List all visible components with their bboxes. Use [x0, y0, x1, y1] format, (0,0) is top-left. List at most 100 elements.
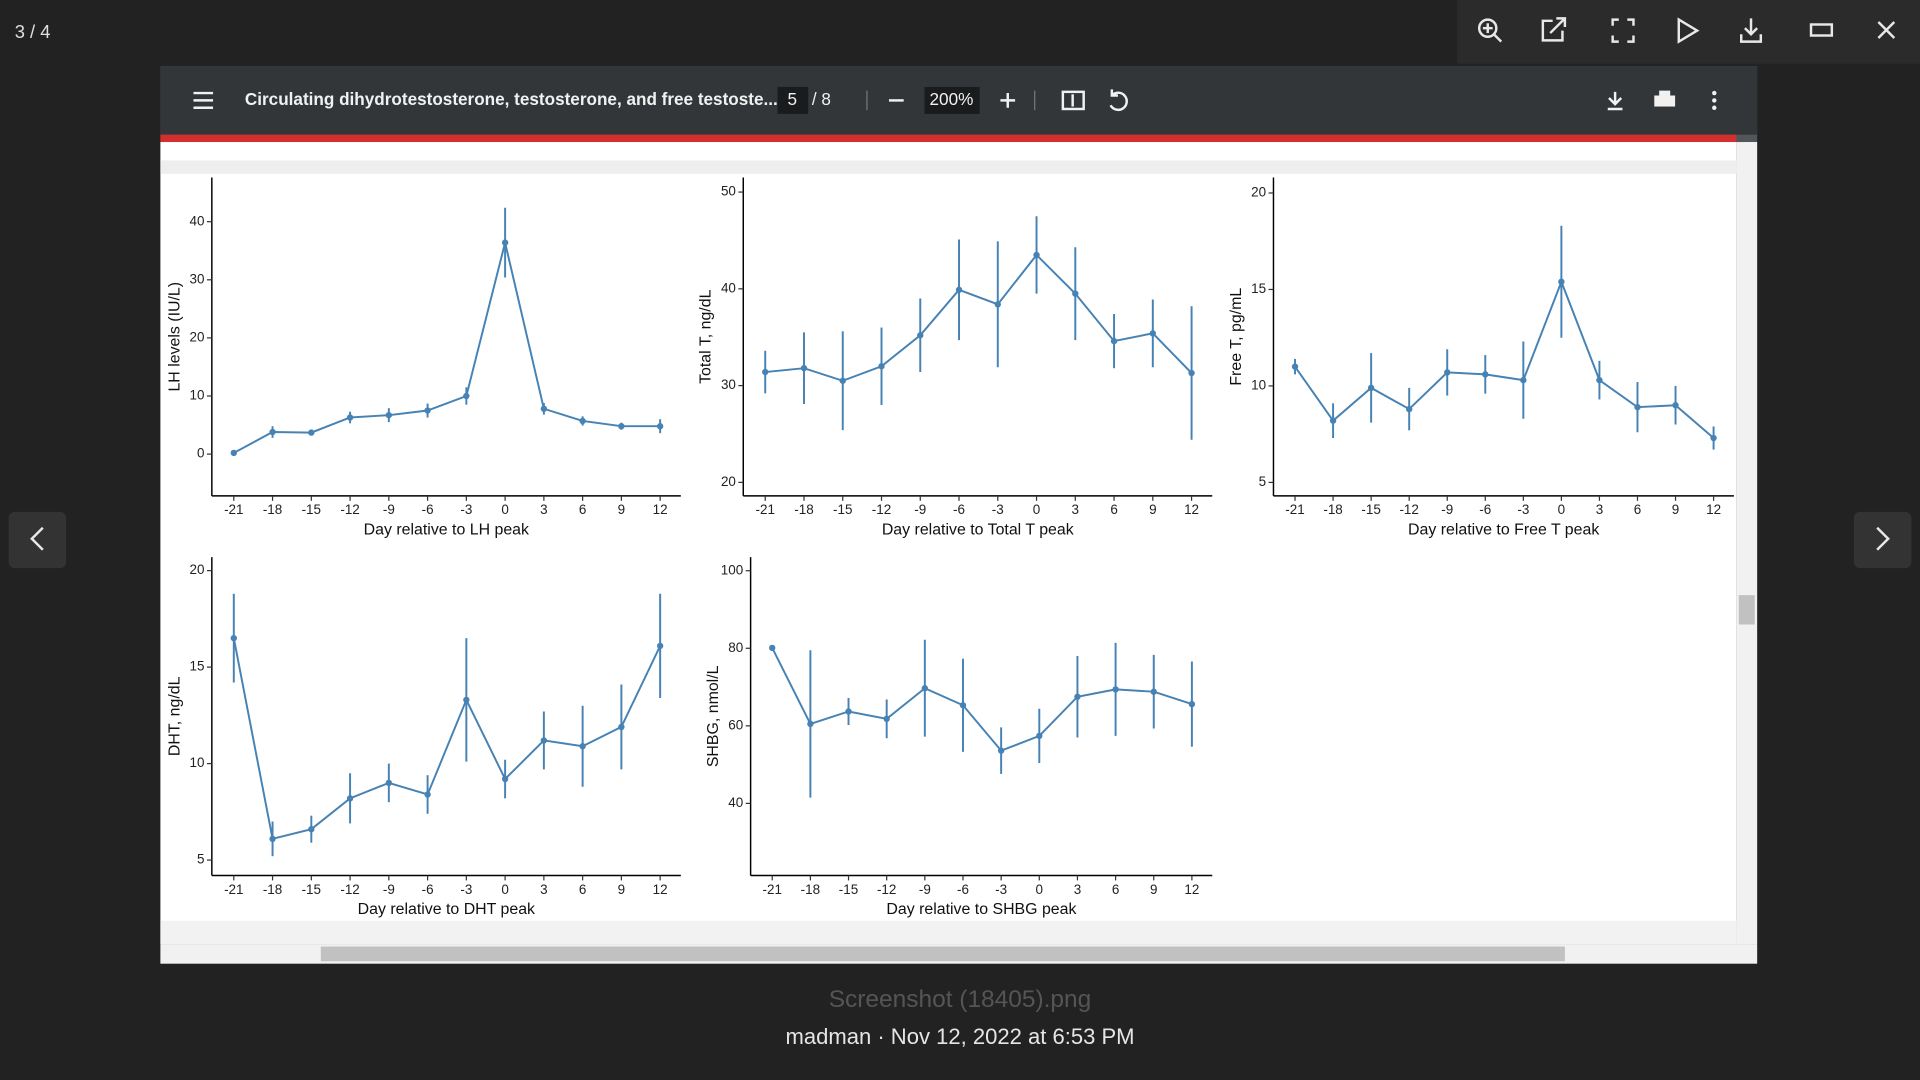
series-line [771, 647, 1193, 752]
x-tick-label: 3 [540, 882, 547, 897]
page-input[interactable]: 5 [787, 89, 797, 109]
v-scrollbar[interactable] [1736, 142, 1758, 945]
rotate-button[interactable] [1109, 89, 1128, 112]
data-point [540, 737, 548, 744]
data-point [501, 775, 509, 783]
x-tick-label: -18 [794, 502, 813, 517]
download-button[interactable] [1740, 18, 1763, 43]
x-tick-label: 6 [1110, 502, 1117, 517]
x-tick-label: 3 [540, 502, 547, 517]
x-tick-label: -12 [877, 882, 896, 897]
data-point [997, 747, 1005, 754]
pdf-download-button[interactable] [1607, 91, 1623, 111]
y-tick-label: 40 [728, 795, 743, 810]
series-line [232, 637, 662, 841]
fit-button[interactable] [1061, 90, 1085, 111]
x-tick-label: -12 [340, 502, 359, 517]
v-scroll-thumb[interactable] [1738, 595, 1755, 625]
menu-button[interactable] [193, 91, 214, 109]
x-tick-label: 0 [501, 882, 508, 897]
page-input-box[interactable] [777, 86, 809, 114]
x-tick-label: -12 [340, 882, 359, 897]
x-tick-label: -18 [1323, 502, 1342, 517]
data-point [1482, 371, 1489, 378]
x-tick-label: 3 [1596, 502, 1603, 517]
data-point [1329, 417, 1337, 424]
data-point [1520, 376, 1527, 384]
zoom-in-button[interactable] [1000, 93, 1016, 108]
h-scroll-thumb[interactable] [320, 946, 1565, 962]
y-tick-label: 10 [1251, 377, 1266, 392]
zoom-button[interactable] [1477, 18, 1503, 43]
page-total: / 8 [812, 89, 831, 109]
data-point [463, 696, 470, 704]
x-tick-label: -3 [460, 882, 472, 897]
x-tick-label: -15 [839, 882, 858, 897]
next-button[interactable] [1853, 511, 1912, 569]
data-point [463, 392, 470, 400]
zoom-box[interactable] [924, 86, 980, 114]
y-tick-label: 10 [190, 755, 205, 770]
x-tick-label: -9 [383, 882, 395, 897]
x-tick-label: -21 [756, 502, 775, 517]
y-tick-label: 5 [1259, 474, 1266, 489]
data-point [579, 743, 586, 750]
close-button[interactable] [1877, 21, 1896, 39]
y-tick-label: 15 [1251, 281, 1266, 296]
data-point [1558, 278, 1565, 285]
x-tick-label: -15 [302, 502, 321, 517]
pdf-page [160, 142, 1737, 945]
x-tick-label: 3 [1072, 502, 1079, 517]
open-external-button[interactable] [1541, 17, 1567, 42]
data-point [1110, 337, 1118, 345]
data-point [921, 685, 929, 692]
y-tick-label: 20 [1251, 185, 1266, 200]
data-point [769, 644, 776, 652]
x-tick-label: -3 [460, 502, 472, 517]
x-tick-label: 6 [579, 882, 586, 897]
y-tick-label: 50 [721, 184, 736, 199]
data-point [230, 634, 237, 642]
x-tick-label: 9 [1150, 882, 1157, 897]
image-counter: 3 / 4 [15, 21, 51, 42]
zoom-level[interactable]: 200% [930, 89, 974, 109]
data-point [269, 428, 276, 436]
x-tick-label: -3 [992, 502, 1004, 517]
x-tick-label: 0 [1558, 502, 1565, 517]
data-point [1112, 686, 1119, 693]
data-point [385, 411, 393, 419]
data-point [762, 368, 769, 376]
page-footer [160, 920, 1737, 945]
data-point [1444, 369, 1451, 376]
file-name: Screenshot (18405).png [829, 986, 1092, 1013]
x-tick-label: -12 [1399, 502, 1418, 517]
data-point [346, 414, 354, 421]
x-axis-label: Day relative to LH peak [364, 521, 529, 538]
prev-button[interactable] [8, 511, 67, 569]
y-axis-label: Total T, ng/dL [698, 289, 715, 383]
data-point [878, 363, 885, 370]
x-tick-label: -15 [302, 882, 321, 897]
x-axis-label: Day relative to Free T peak [1408, 521, 1599, 538]
y-tick-label: 40 [190, 213, 205, 228]
grid-button[interactable] [1809, 23, 1834, 37]
data-point [656, 423, 664, 430]
data-point [1072, 290, 1079, 297]
x-tick-label: 12 [653, 502, 668, 517]
x-tick-label: -9 [1441, 502, 1453, 517]
more-button[interactable] [1712, 90, 1717, 110]
x-tick-label: -3 [1517, 502, 1529, 517]
x-tick-label: 12 [1706, 502, 1721, 517]
slideshow-button[interactable] [1677, 17, 1700, 44]
y-tick-label: 100 [721, 562, 743, 577]
data-point [424, 791, 431, 798]
y-tick-label: 10 [190, 388, 205, 403]
data-point [839, 377, 846, 384]
print-button[interactable] [1654, 90, 1676, 107]
x-tick-label: -15 [833, 502, 852, 517]
fullscreen-button[interactable] [1611, 18, 1635, 43]
data-point [917, 332, 924, 339]
series-line [1294, 279, 1715, 439]
x-tick-label: -18 [801, 882, 820, 897]
